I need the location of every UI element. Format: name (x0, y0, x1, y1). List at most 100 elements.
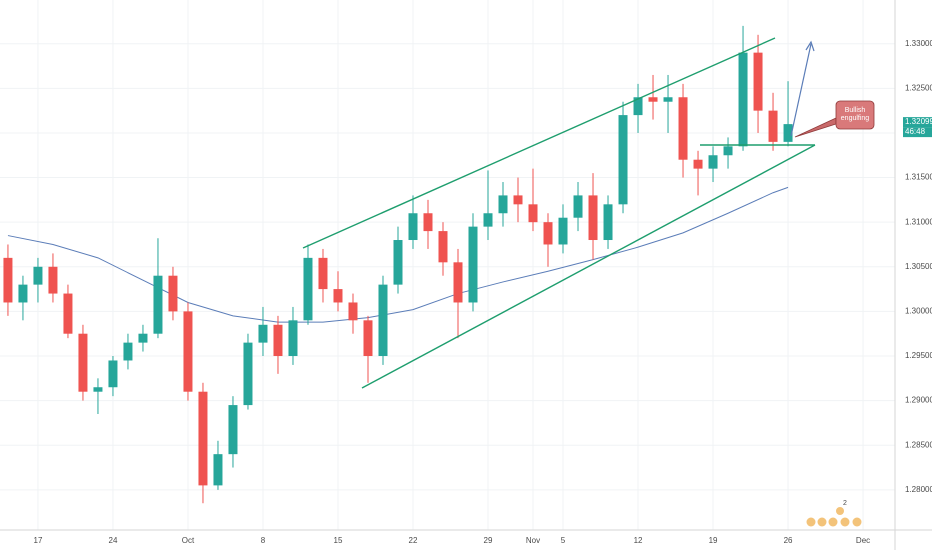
candle-body (438, 231, 448, 263)
candles (3, 25, 793, 504)
axes: 1.28000 1.28500 1.29000 1.29500 1.30000 1.305… (34, 39, 932, 545)
x-tick-label: 12 (634, 536, 643, 545)
candle-body (738, 52, 748, 147)
y-tick-label: 1.33000 (905, 39, 932, 48)
event-icon (840, 517, 850, 527)
candle-body (153, 275, 163, 334)
callout-box (835, 100, 875, 130)
x-tick-label: 8 (261, 536, 266, 545)
candle-body (408, 213, 418, 241)
candle-body (183, 311, 193, 392)
arrow (790, 40, 815, 137)
x-tick-label: 26 (784, 536, 793, 545)
candle-body (768, 110, 778, 142)
candle-body (18, 284, 28, 303)
candle-body (63, 293, 73, 334)
x-tick-label: Dec (856, 536, 870, 545)
candle-body (258, 324, 268, 343)
arrow-shaft (790, 43, 812, 137)
candle-body (693, 159, 703, 169)
candle-body (378, 284, 388, 357)
candle-body (723, 146, 733, 156)
candle-body (348, 302, 358, 321)
moving-average-layer (7, 186, 789, 323)
event-icon (828, 517, 838, 527)
event-icon (836, 507, 844, 515)
candle-body (753, 52, 763, 111)
candle-body (588, 195, 598, 241)
candle-body (48, 266, 58, 294)
candle-body (333, 289, 343, 303)
countdown-tag (903, 127, 932, 138)
drawings (302, 37, 816, 389)
candle-body (93, 387, 103, 392)
candle-body (783, 124, 793, 142)
event-icon (817, 517, 827, 527)
x-tick-label: 22 (409, 536, 418, 545)
arrow-head (805, 40, 815, 52)
y-tick-label: 1.29000 (905, 396, 932, 405)
event-badge: 2 (843, 500, 847, 507)
candle-body (273, 324, 283, 357)
candle-body (708, 155, 718, 169)
x-tick-label: Nov (526, 536, 540, 545)
countdown-label: 46:48 (905, 127, 926, 136)
last-price-tag (903, 117, 932, 128)
moving-average (7, 186, 789, 323)
event-icons: 2 (806, 500, 862, 527)
y-tick-label: 1.31500 (905, 173, 932, 182)
candle-body (663, 97, 673, 102)
callout-text: Bullish engulfing (840, 107, 870, 122)
x-tick-label: 24 (109, 536, 118, 545)
candle-body (618, 115, 628, 205)
y-tick-label: 1.28500 (905, 440, 932, 449)
event-icon (852, 517, 862, 527)
x-tick-label: 17 (34, 536, 43, 545)
y-tick-label: 1.30000 (905, 307, 932, 316)
x-tick-label: 15 (334, 536, 343, 545)
candle-body (393, 240, 403, 285)
y-tick-label: 1.29500 (905, 351, 932, 360)
candle-body (303, 257, 313, 321)
event-icon (806, 517, 816, 527)
last-price-label: 1.32099 (905, 117, 932, 126)
candle-body (423, 213, 433, 232)
candle-body (3, 257, 13, 303)
y-tick-label: 1.31000 (905, 217, 932, 226)
candle-body (498, 195, 508, 214)
candle-body (543, 222, 553, 245)
x-tick-label: 5 (561, 536, 566, 545)
x-tick-label: 29 (484, 536, 493, 545)
candle-body (528, 204, 538, 223)
channel-upper (302, 37, 776, 249)
candle-body (633, 97, 643, 116)
candle-body (288, 320, 298, 357)
candle-body (168, 275, 178, 312)
callout: Bullish engulfing (794, 100, 875, 138)
candle-body (678, 97, 688, 160)
candle-body (453, 262, 463, 303)
callout-text-box: Bullish engulfing (840, 107, 870, 122)
candle-body (468, 226, 478, 303)
candle-body (123, 342, 133, 361)
candle-body (33, 266, 43, 285)
candle-body (573, 195, 583, 218)
candle-body (108, 360, 118, 388)
candle-body (138, 333, 148, 343)
candle-body (78, 333, 88, 392)
candle-body (513, 195, 523, 205)
y-tick-label: 1.30500 (905, 262, 932, 271)
candle-body (483, 213, 493, 227)
channel-lower (361, 144, 816, 389)
y-tick-label: 1.32500 (905, 83, 932, 92)
candle-body (213, 454, 223, 486)
candle-body (603, 204, 613, 241)
y-tick-label: 1.28000 (905, 485, 932, 494)
x-tick-label: 19 (709, 536, 718, 545)
candle-body (363, 320, 373, 357)
candle-body (648, 97, 658, 102)
candle-body (243, 342, 253, 406)
x-tick-label: Oct (182, 536, 195, 545)
